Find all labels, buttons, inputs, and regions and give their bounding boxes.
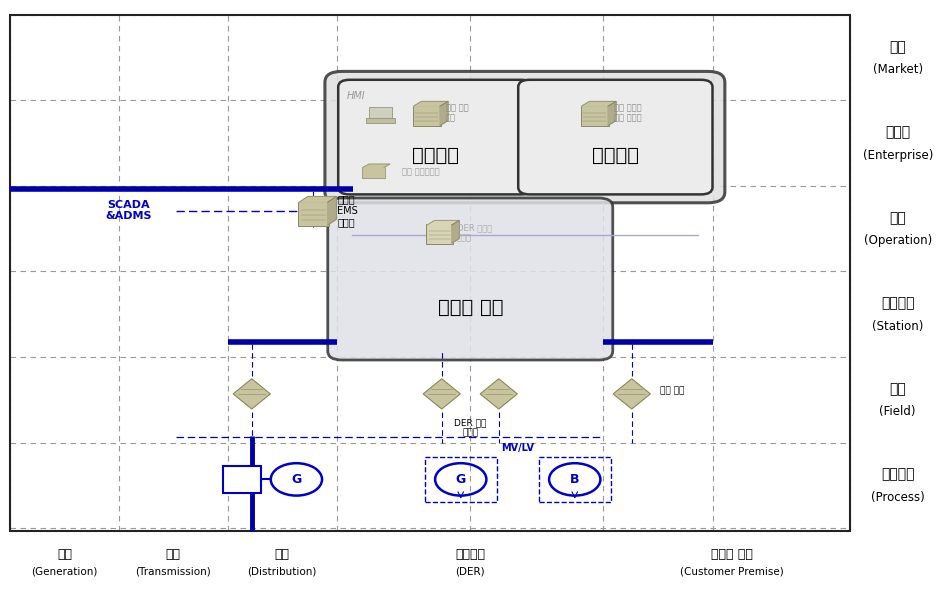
- Text: 사업자: 사업자: [885, 125, 910, 139]
- Text: (Process): (Process): [871, 491, 924, 504]
- Bar: [223, 466, 261, 493]
- Text: 시장: 시장: [889, 40, 906, 54]
- Text: (Market): (Market): [873, 63, 922, 76]
- Text: 발전: 발전: [57, 548, 72, 562]
- Text: 송전: 송전: [165, 548, 180, 562]
- Polygon shape: [233, 379, 271, 409]
- Text: 필드 장치: 필드 장치: [660, 386, 685, 395]
- Text: 신재생
EMS
시스템: 신재생 EMS 시스템: [337, 194, 358, 227]
- Polygon shape: [423, 379, 461, 409]
- FancyBboxPatch shape: [366, 118, 394, 123]
- Text: SCADA
&ADMS: SCADA &ADMS: [105, 200, 151, 221]
- Text: 필드: 필드: [889, 382, 906, 396]
- Text: 발전량 계측: 발전량 계측: [438, 298, 503, 317]
- Text: (Customer Premise): (Customer Premise): [679, 567, 784, 577]
- Polygon shape: [299, 196, 336, 202]
- FancyBboxPatch shape: [328, 198, 613, 360]
- Bar: [10, 15, 850, 531]
- FancyBboxPatch shape: [580, 106, 609, 126]
- Text: (Enterprise): (Enterprise): [863, 149, 933, 161]
- FancyBboxPatch shape: [325, 71, 725, 203]
- Text: 운영: 운영: [889, 211, 906, 225]
- FancyBboxPatch shape: [338, 80, 532, 194]
- Text: (Operation): (Operation): [864, 234, 932, 247]
- Bar: [539, 457, 611, 502]
- FancyBboxPatch shape: [369, 107, 391, 119]
- Text: (Distribution): (Distribution): [247, 567, 317, 577]
- Bar: [425, 457, 497, 502]
- Text: 유지관리: 유지관리: [592, 146, 638, 164]
- Text: 상태 감시
장치: 상태 감시 장치: [446, 103, 468, 122]
- Text: G: G: [292, 473, 301, 486]
- Polygon shape: [413, 101, 448, 106]
- Text: G: G: [456, 473, 466, 486]
- Text: MV/LV: MV/LV: [502, 443, 534, 453]
- Text: 모니터링: 모니터링: [412, 146, 459, 164]
- Text: (Station): (Station): [872, 320, 923, 332]
- Polygon shape: [452, 221, 459, 243]
- Polygon shape: [363, 164, 390, 167]
- FancyBboxPatch shape: [519, 80, 712, 194]
- Polygon shape: [440, 101, 448, 125]
- Text: 통신 프론트엔드: 통신 프론트엔드: [402, 168, 440, 176]
- Text: 분산자원: 분산자원: [455, 548, 485, 562]
- FancyBboxPatch shape: [412, 106, 441, 126]
- FancyBboxPatch shape: [362, 167, 385, 178]
- Text: DER 유닛
제어기: DER 유닛 제어기: [454, 418, 486, 437]
- Text: DER 발전소
제어기: DER 발전소 제어기: [457, 223, 492, 242]
- Text: 현장 작업자
관리 시스템: 현장 작업자 관리 시스템: [614, 103, 641, 122]
- Polygon shape: [428, 221, 459, 225]
- Text: (Generation): (Generation): [31, 567, 98, 577]
- FancyBboxPatch shape: [427, 224, 453, 244]
- Text: (DER): (DER): [455, 567, 485, 577]
- Text: 스테이션: 스테이션: [881, 296, 915, 310]
- Text: 프로세스: 프로세스: [881, 467, 915, 482]
- Text: HMI: HMI: [347, 91, 366, 101]
- Polygon shape: [328, 196, 336, 225]
- Text: (Transmission): (Transmission): [135, 567, 211, 577]
- Polygon shape: [480, 379, 518, 409]
- Polygon shape: [608, 101, 616, 125]
- Polygon shape: [613, 379, 651, 409]
- Polygon shape: [581, 101, 616, 106]
- Text: 배전: 배전: [275, 548, 290, 562]
- Text: (Field): (Field): [880, 406, 916, 418]
- Text: 소비자 구내: 소비자 구내: [711, 548, 752, 562]
- Text: B: B: [570, 473, 580, 486]
- FancyBboxPatch shape: [298, 202, 329, 226]
